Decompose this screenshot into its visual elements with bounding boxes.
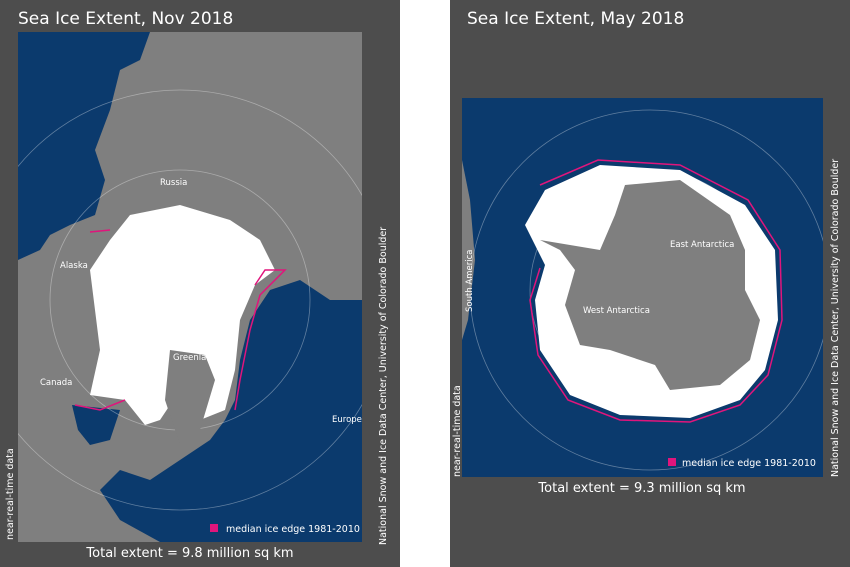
antarctic-map: East Antarctica West Antarctica median i… bbox=[462, 98, 823, 477]
sea-ice bbox=[90, 205, 275, 425]
note: near-real-time data bbox=[5, 448, 16, 540]
place-label: West Antarctica bbox=[583, 306, 650, 316]
ocean bbox=[18, 32, 150, 260]
place-label: Greenland bbox=[173, 353, 217, 363]
place-label: East Antarctica bbox=[670, 240, 734, 250]
place-label: Alaska bbox=[60, 261, 88, 271]
land bbox=[165, 350, 215, 445]
legend-label: median ice edge 1981-2010 bbox=[226, 524, 360, 535]
place-label: Russia bbox=[160, 178, 187, 188]
place-label: Canada bbox=[40, 378, 72, 388]
place-label: South America bbox=[465, 250, 475, 312]
grid-circle bbox=[18, 89, 362, 511]
grid-circle bbox=[469, 109, 823, 471]
legend-swatch bbox=[210, 524, 218, 532]
total-extent: Total extent = 9.8 million sq km bbox=[85, 546, 293, 561]
note: near-real-time data bbox=[452, 385, 463, 477]
legend-label: median ice edge 1981-2010 bbox=[682, 458, 816, 469]
median-edge bbox=[529, 159, 783, 423]
ocean bbox=[72, 405, 120, 445]
ocean bbox=[100, 280, 362, 542]
panel-title: Sea Ice Extent, May 2018 bbox=[467, 9, 684, 29]
credit: National Snow and Ice Data Center, Unive… bbox=[830, 159, 841, 477]
credit: National Snow and Ice Data Center, Unive… bbox=[378, 227, 389, 545]
land bbox=[462, 160, 475, 340]
total-extent: Total extent = 9.3 million sq km bbox=[537, 481, 745, 496]
panel-title: Sea Ice Extent, Nov 2018 bbox=[18, 9, 233, 29]
arctic-map: Russia Alaska Canada Greenland Europe me… bbox=[18, 32, 362, 542]
land bbox=[540, 180, 760, 390]
legend-swatch bbox=[668, 458, 676, 466]
median-edge bbox=[74, 229, 287, 411]
place-label: Europe bbox=[332, 415, 362, 425]
